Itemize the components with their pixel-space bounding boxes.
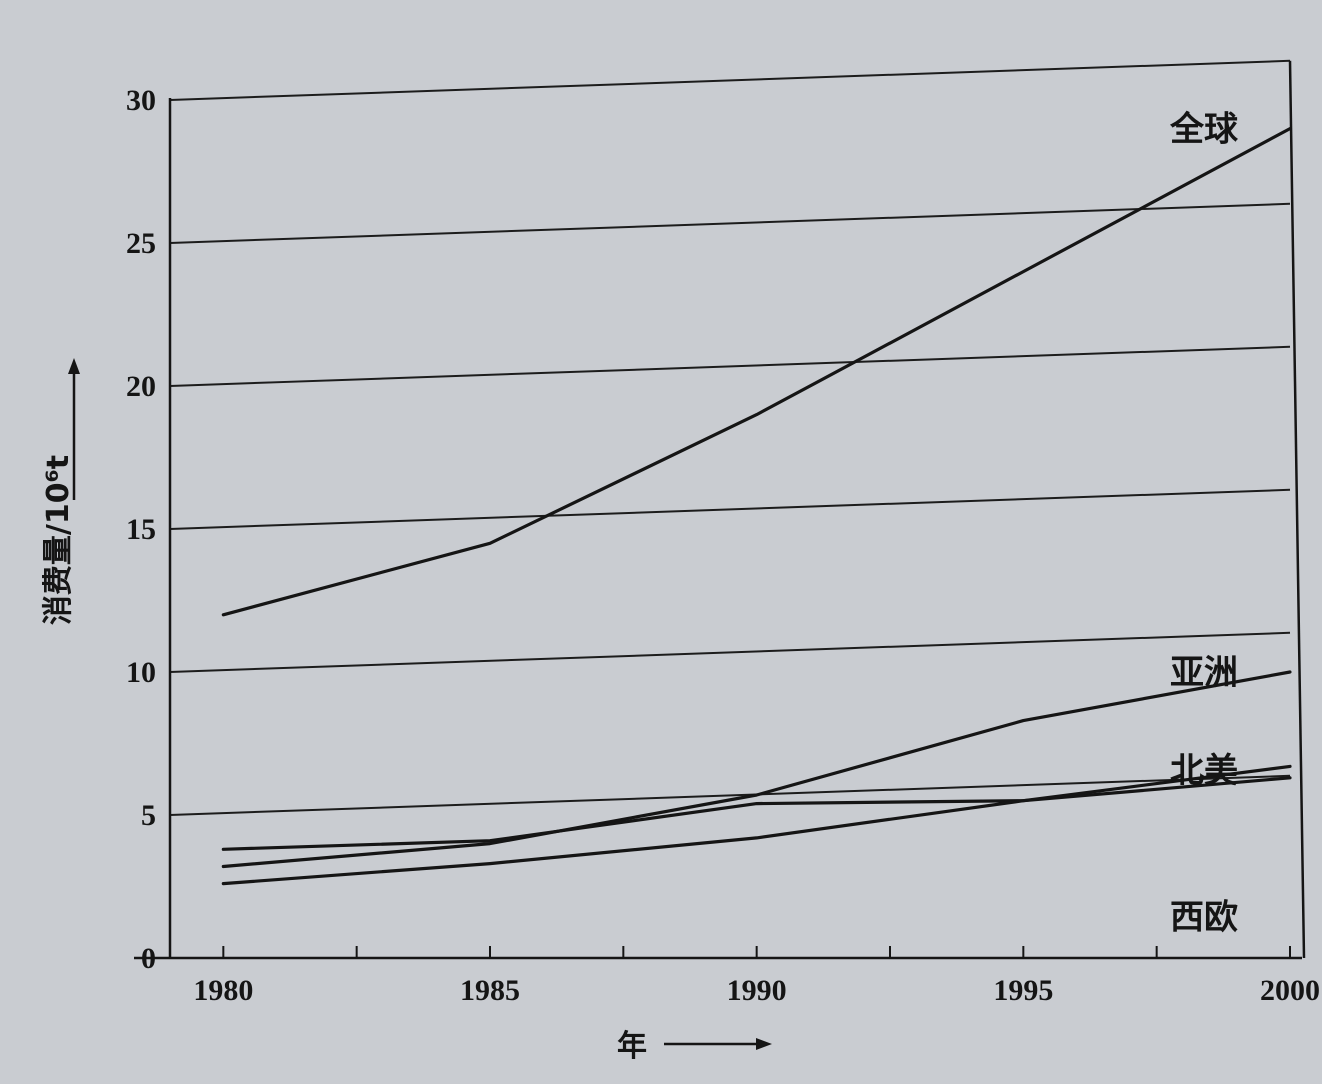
x-axis-arrow bbox=[664, 1038, 772, 1050]
series-line-0 bbox=[221, 127, 1292, 617]
y-tick-label-20: 20 bbox=[126, 370, 156, 403]
series-label-1: 亚洲 bbox=[1170, 653, 1238, 693]
x-tick-label-1990: 1990 bbox=[727, 974, 787, 1007]
axes bbox=[134, 60, 1306, 960]
x-tick-label-1985: 1985 bbox=[460, 974, 520, 1007]
series-line-1 bbox=[221, 670, 1292, 869]
y-tick-label-5: 5 bbox=[141, 799, 156, 832]
x-tick-label-2000: 2000 bbox=[1260, 974, 1320, 1007]
gridline-y-5 bbox=[169, 774, 1291, 816]
right-frame-line bbox=[1288, 60, 1306, 959]
gridline-y-20 bbox=[169, 345, 1291, 387]
y-tick-label-25: 25 bbox=[126, 227, 156, 260]
series-label-0: 全球 bbox=[1169, 110, 1239, 150]
series-label-3: 西欧 bbox=[1170, 897, 1238, 937]
y-tick-label-0: 0 bbox=[141, 942, 156, 975]
series-line-2 bbox=[221, 776, 1292, 851]
y-tick-label-10: 10 bbox=[126, 656, 156, 689]
x-axis-title: 年 bbox=[617, 1029, 647, 1064]
gridline-y-30 bbox=[169, 59, 1291, 101]
gridline-y-15 bbox=[169, 488, 1291, 530]
series-label-2: 北美 bbox=[1170, 751, 1238, 791]
y-axis-arrow bbox=[68, 358, 80, 500]
y-tick-label-15: 15 bbox=[126, 513, 156, 546]
y-tick-label-30: 30 bbox=[126, 84, 156, 117]
grid-lines bbox=[169, 59, 1291, 816]
x-tick-label-1995: 1995 bbox=[993, 974, 1053, 1007]
y-axis-title: 消费量/10⁶t bbox=[41, 455, 76, 625]
gridline-y-10 bbox=[169, 631, 1291, 673]
series-lines bbox=[221, 127, 1292, 886]
x-tick-label-1980: 1980 bbox=[193, 974, 253, 1007]
series-line-3 bbox=[221, 764, 1292, 886]
gridline-y-25 bbox=[169, 202, 1291, 244]
